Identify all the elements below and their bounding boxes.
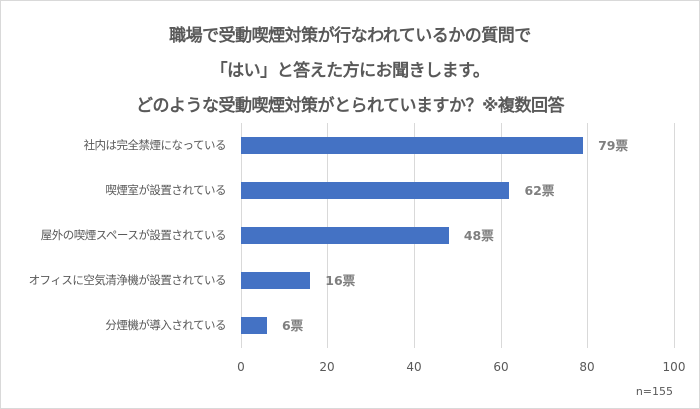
sample-size-note: n=155: [635, 385, 673, 398]
gridline-80: [587, 123, 588, 348]
x-tick-label: 40: [406, 360, 422, 374]
value-label: 48票: [463, 228, 494, 243]
bar: [241, 137, 584, 154]
category-label: 屋外の喫煙スペースが設置されている: [40, 228, 227, 242]
bar: [241, 182, 510, 199]
x-tick-label: 0: [237, 360, 245, 374]
x-tick-label: 80: [579, 360, 595, 374]
category-label: 社内は完全禁煙になっている: [83, 138, 227, 152]
bar: [241, 227, 449, 244]
value-label: 16票: [325, 273, 356, 288]
value-label: 62票: [524, 183, 555, 198]
value-label: 79票: [598, 138, 628, 153]
chart-title-line-3: どのような受動喫煙対策がとられていますか？※複数回答: [135, 96, 565, 116]
gridline-60: [501, 123, 502, 348]
x-tick-label: 60: [493, 360, 509, 374]
bar: [241, 317, 267, 334]
x-tick-label: 100: [662, 360, 686, 374]
x-tick-label: 20: [319, 360, 335, 374]
gridline-100: [674, 123, 675, 348]
chart-title-line-2: 「はい」と答えた方にお聞きします。: [210, 61, 490, 81]
category-label: 分煙機が導入されている: [105, 318, 226, 332]
bar: [241, 272, 311, 289]
category-label: 喫煙室が設置されている: [105, 183, 226, 197]
category-label: オフィスに空気清浄機が設置されている: [28, 273, 227, 287]
value-label: 6票: [281, 318, 304, 333]
chart-title-line-1: 職場で受動喫煙対策が行なわれているかの質問で: [169, 26, 531, 46]
